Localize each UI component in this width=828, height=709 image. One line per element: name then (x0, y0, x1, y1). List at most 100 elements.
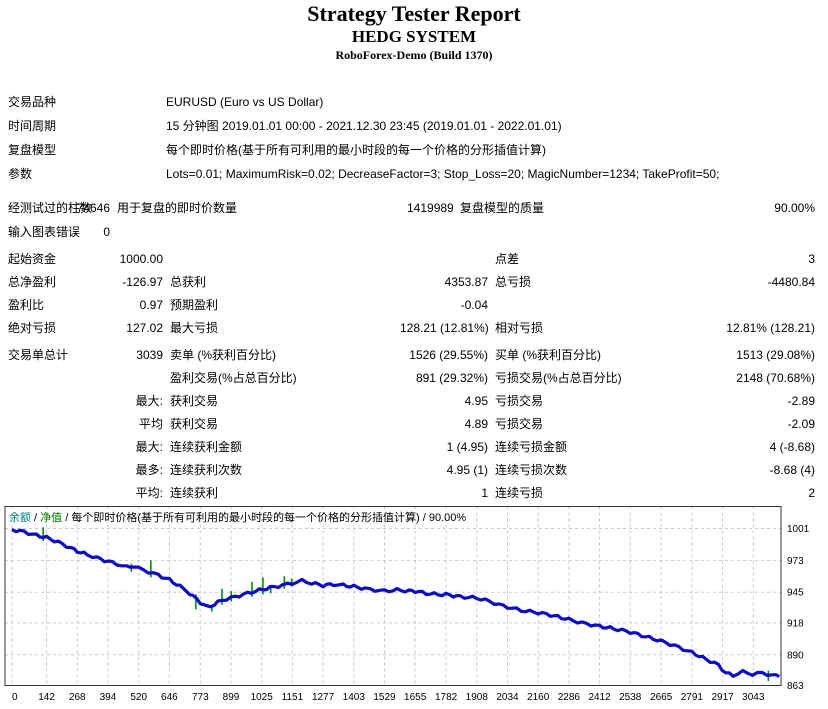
table-row: 最多: 连续获利次数 4.95 (1) 连续亏损次数 -8.68 (4) (8, 459, 815, 482)
table-row: 交易品种 EURUSD (Euro vs US Dollar) (8, 90, 815, 114)
table-row: 输入图表错误 0 (8, 220, 815, 244)
stat-value (407, 220, 452, 244)
info-label: 复盘模型 (8, 143, 57, 157)
legend-separator: / (31, 512, 41, 524)
stat-label (8, 367, 98, 390)
table-row: 平均: 连续获利 1 连续亏损 2 (8, 482, 815, 505)
stat-label: 亏损交易(%占总百分比) (495, 371, 622, 385)
stat-value: 平均 (138, 417, 163, 431)
stat-value (665, 220, 815, 244)
table-row: 交易单总计 3039 卖单 (%获利百分比) 1526 (29.55%) 买单 … (8, 344, 815, 367)
x-axis-label: 268 (69, 692, 86, 703)
stat-value: -0.04 (460, 298, 488, 312)
stat-value: 127.02 (126, 321, 163, 335)
stat-value: -126.97 (122, 275, 163, 289)
stat-label (8, 413, 98, 436)
stat-label: 复盘模型的质量 (460, 201, 545, 215)
stat-value (675, 294, 815, 317)
stat-label (8, 436, 98, 459)
stat-label: 总净盈利 (8, 275, 57, 289)
equity-spikes (42, 527, 770, 681)
stat-value (98, 367, 163, 390)
stat-label: 获利交易 (170, 394, 219, 408)
stat-label: 相对亏损 (495, 321, 544, 335)
stat-value: 74646 (76, 201, 110, 215)
stat-value: 1526 (29.55%) (409, 348, 488, 362)
info-value: 每个即时价格(基于所有可利用的最小时段的每一个价格的分形插值计算) (166, 143, 546, 157)
stat-label: 最大亏损 (170, 321, 219, 335)
legend-separator: / (62, 512, 72, 524)
stats-table-bars: 经测试过的柱数 74646 用于复盘的即时价数量 1419989 复盘模型的质量… (8, 196, 815, 244)
stat-label: 起始资金 (8, 252, 57, 266)
stat-label: 点差 (495, 252, 520, 266)
stat-label: 亏损交易 (495, 394, 544, 408)
x-axis-label: 1277 (312, 692, 335, 703)
stat-value (400, 248, 488, 271)
info-value: 15 分钟图 2019.01.01 00:00 - 2021.12.30 23:… (166, 119, 562, 133)
strategy-name: HEDG SYSTEM (351, 27, 477, 46)
legend-equity-label: 净值 (40, 512, 63, 524)
stat-label: 连续亏损金额 (495, 440, 568, 454)
legend-balance-label: 余额 (9, 512, 31, 524)
x-axis-label: 2286 (558, 692, 581, 703)
stat-label: 盈利比 (8, 298, 45, 312)
x-axis-label: 646 (161, 692, 178, 703)
stat-label: 亏损交易 (495, 417, 544, 431)
balance-chart: 余额 / 净值 / 每个即时价格(基于所有可利用的最小时段的每一个价格的分形插值… (0, 504, 828, 709)
stat-value: 891 (29.32%) (415, 371, 488, 385)
table-row: 最大: 连续获利金额 1 (4.95) 连续亏损金额 4 (-8.68) (8, 436, 815, 459)
stat-value: 1 (481, 486, 488, 500)
info-value: EURUSD (Euro vs US Dollar) (166, 95, 324, 109)
stat-label: 获利交易 (170, 417, 219, 431)
x-axis-label: 1529 (373, 692, 396, 703)
stat-label: 卖单 (%获利百分比) (170, 348, 276, 362)
table-row: 盈利比 0.97 预期盈利 -0.04 (8, 294, 815, 317)
x-axis-label: 773 (192, 692, 209, 703)
y-axis-label: 863 (787, 681, 804, 692)
stat-value: 1 (4.95) (446, 440, 488, 454)
stat-label: 交易单总计 (8, 348, 69, 362)
y-axis-label: 918 (787, 618, 804, 629)
y-axis-label: 890 (787, 650, 804, 661)
stat-label (170, 248, 400, 271)
stat-label: 预期盈利 (170, 298, 219, 312)
stat-value: -2.09 (787, 417, 815, 431)
x-axis-label: 1655 (404, 692, 427, 703)
stat-label (117, 220, 407, 244)
stat-label: 盈利交易(%占总百分比) (170, 371, 297, 385)
server-info: RoboForex-Demo (Build 1370) (335, 48, 493, 62)
y-axis-label: 1001 (787, 524, 810, 535)
stat-value: 平均: (135, 486, 163, 500)
stat-value: 最多: (135, 463, 163, 477)
stat-value: 4353.87 (444, 275, 488, 289)
stat-value: -2.89 (787, 394, 815, 408)
x-axis-label: 520 (130, 692, 147, 703)
stats-table-profit: 起始资金 1000.00 点差 3 总净盈利 -126.97 总获利 4353.… (8, 248, 815, 340)
chart-legend: 余额 / 净值 / 每个即时价格(基于所有可利用的最小时段的每一个价格的分形插值… (9, 511, 466, 525)
stat-value: 2 (808, 486, 815, 500)
stat-label (495, 294, 675, 317)
legend-model-text: 每个即时价格(基于所有可利用的最小时段的每一个价格的分形插值计算) / 90.0… (71, 512, 467, 524)
stat-value: 2148 (70.68%) (736, 371, 815, 385)
stat-label: 连续亏损 (495, 486, 544, 500)
stat-label: 连续获利金额 (170, 440, 243, 454)
stat-label (8, 459, 98, 482)
stat-value: 128.21 (12.81%) (400, 321, 489, 335)
table-row: 盈利交易(%占总百分比) 891 (29.32%) 亏损交易(%占总百分比) 2… (8, 367, 815, 390)
x-axis-label: 2412 (588, 692, 611, 703)
table-row: 总净盈利 -126.97 总获利 4353.87 总亏损 -4480.84 (8, 271, 815, 294)
y-axis-label: 973 (787, 556, 804, 567)
x-axis-label: 1908 (466, 692, 489, 703)
table-row: 绝对亏损 127.02 最大亏损 128.21 (12.81%) 相对亏损 12… (8, 317, 815, 340)
stat-value: 4.89 (464, 417, 488, 431)
stat-label: 用于复盘的即时价数量 (117, 201, 238, 215)
y-axis-label: 945 (787, 588, 804, 599)
stat-value: 4 (-8.68) (769, 440, 815, 454)
stat-label: 总获利 (170, 275, 207, 289)
stat-value: 0 (103, 225, 110, 239)
stat-value: 12.81% (128.21) (726, 321, 815, 335)
x-axis-label: 2917 (711, 692, 734, 703)
stat-label: 连续获利次数 (170, 463, 243, 477)
x-axis-label: 394 (100, 692, 117, 703)
stat-label: 连续获利 (170, 486, 219, 500)
